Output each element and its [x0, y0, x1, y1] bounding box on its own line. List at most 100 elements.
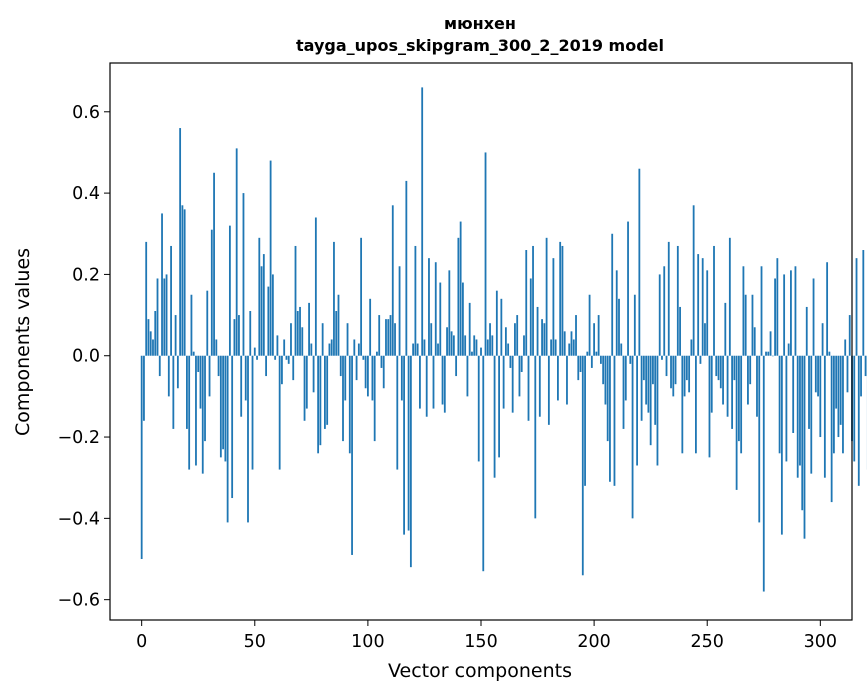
bar	[683, 355, 686, 397]
bar	[489, 323, 491, 356]
bar	[839, 355, 842, 425]
bar	[699, 355, 702, 364]
bar	[396, 355, 399, 470]
bar	[756, 355, 758, 417]
bar	[394, 323, 396, 356]
bar	[706, 270, 709, 356]
bar	[545, 237, 548, 356]
bar	[434, 262, 437, 356]
bar	[455, 355, 458, 377]
bar	[502, 355, 505, 409]
bar	[158, 355, 161, 377]
bar	[179, 128, 182, 356]
bar	[199, 355, 202, 409]
bar	[353, 339, 356, 356]
bar	[226, 355, 229, 523]
bar	[559, 241, 562, 356]
bar	[710, 355, 713, 413]
bar	[631, 355, 634, 519]
bar	[274, 355, 277, 360]
bar	[713, 245, 715, 356]
bar	[283, 339, 286, 356]
bar	[326, 355, 329, 425]
bar	[344, 355, 347, 401]
x-tick-label: 100	[351, 632, 384, 652]
bar	[557, 355, 559, 401]
bar	[846, 355, 849, 393]
bar	[195, 355, 197, 466]
bar	[437, 343, 439, 356]
bar	[473, 335, 476, 356]
bar	[525, 250, 528, 356]
bar	[480, 347, 482, 356]
bar	[281, 355, 283, 385]
bar	[561, 245, 564, 356]
bar	[152, 339, 154, 356]
bar	[676, 245, 679, 356]
bar	[785, 355, 788, 462]
x-axis-label: Vector components	[388, 660, 572, 682]
bar	[269, 160, 272, 356]
bar	[774, 278, 776, 356]
bar	[507, 343, 510, 356]
bars-group	[140, 87, 867, 592]
bar	[769, 331, 772, 356]
bar	[735, 355, 738, 490]
bar	[409, 355, 412, 568]
bar	[428, 258, 430, 356]
bar	[618, 298, 620, 356]
bar	[484, 152, 487, 356]
bar	[715, 355, 718, 377]
bar	[459, 221, 462, 356]
bar	[534, 355, 537, 519]
bar	[672, 355, 675, 397]
x-tick-label: 50	[244, 632, 266, 652]
bar	[704, 323, 706, 356]
bar	[568, 343, 571, 356]
bar	[695, 355, 697, 454]
bar	[747, 355, 749, 405]
bar	[468, 302, 471, 356]
bar	[290, 323, 292, 356]
bar	[523, 335, 525, 356]
bar	[233, 319, 236, 356]
bar	[527, 355, 530, 421]
bar	[419, 355, 421, 409]
bar	[538, 355, 541, 417]
bar	[328, 343, 331, 356]
bar	[321, 323, 324, 356]
bar	[737, 355, 740, 442]
x-tick-label: 300	[804, 632, 837, 652]
bar	[835, 355, 838, 409]
bar	[335, 311, 338, 356]
bar	[520, 355, 523, 372]
bar	[170, 245, 172, 356]
bar	[376, 351, 378, 356]
bar	[753, 327, 756, 356]
bar	[812, 278, 815, 356]
bar	[787, 343, 790, 356]
bar	[595, 351, 598, 356]
bar	[339, 355, 342, 377]
bar	[778, 355, 781, 454]
bar	[767, 351, 770, 356]
bar	[726, 355, 729, 417]
bar	[652, 355, 654, 385]
bar	[645, 355, 648, 405]
bar	[441, 355, 444, 405]
bar	[466, 355, 469, 397]
bar	[260, 266, 263, 356]
bar	[186, 355, 188, 429]
bar	[776, 258, 779, 356]
bar	[154, 311, 157, 356]
y-tick-label: 0.2	[72, 265, 100, 285]
bar	[554, 339, 557, 356]
bar	[801, 355, 804, 511]
bar	[308, 302, 310, 356]
bar	[423, 339, 426, 356]
bar	[400, 355, 403, 401]
bar	[385, 319, 387, 356]
bar	[541, 319, 543, 356]
bar	[611, 233, 614, 356]
